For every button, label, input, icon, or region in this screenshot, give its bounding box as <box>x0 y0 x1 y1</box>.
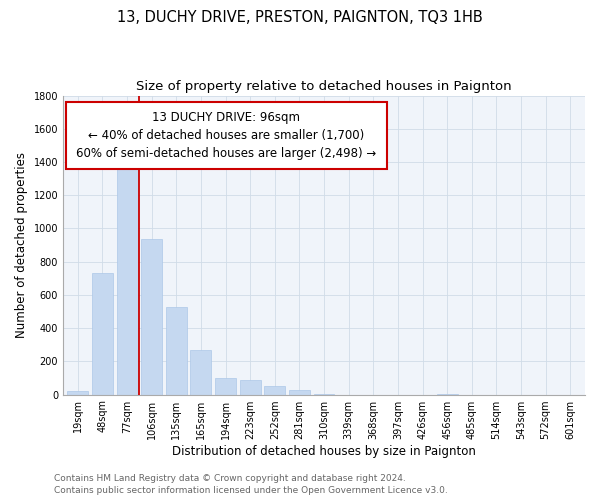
Bar <box>190 350 211 395</box>
Text: 13 DUCHY DRIVE: 96sqm
← 40% of detached houses are smaller (1,700)
60% of semi-d: 13 DUCHY DRIVE: 96sqm ← 40% of detached … <box>76 110 376 160</box>
Text: Contains HM Land Registry data © Crown copyright and database right 2024.
Contai: Contains HM Land Registry data © Crown c… <box>54 474 448 495</box>
X-axis label: Distribution of detached houses by size in Paignton: Distribution of detached houses by size … <box>172 444 476 458</box>
Bar <box>265 386 285 394</box>
Bar <box>67 392 88 394</box>
Y-axis label: Number of detached properties: Number of detached properties <box>15 152 28 338</box>
Bar <box>239 380 260 394</box>
Bar <box>92 274 113 394</box>
Bar <box>166 306 187 394</box>
Bar <box>116 158 137 394</box>
Text: 13, DUCHY DRIVE, PRESTON, PAIGNTON, TQ3 1HB: 13, DUCHY DRIVE, PRESTON, PAIGNTON, TQ3 … <box>117 10 483 25</box>
FancyBboxPatch shape <box>65 102 386 169</box>
Bar <box>289 390 310 394</box>
Title: Size of property relative to detached houses in Paignton: Size of property relative to detached ho… <box>136 80 512 93</box>
Bar <box>141 240 162 394</box>
Bar <box>215 378 236 394</box>
